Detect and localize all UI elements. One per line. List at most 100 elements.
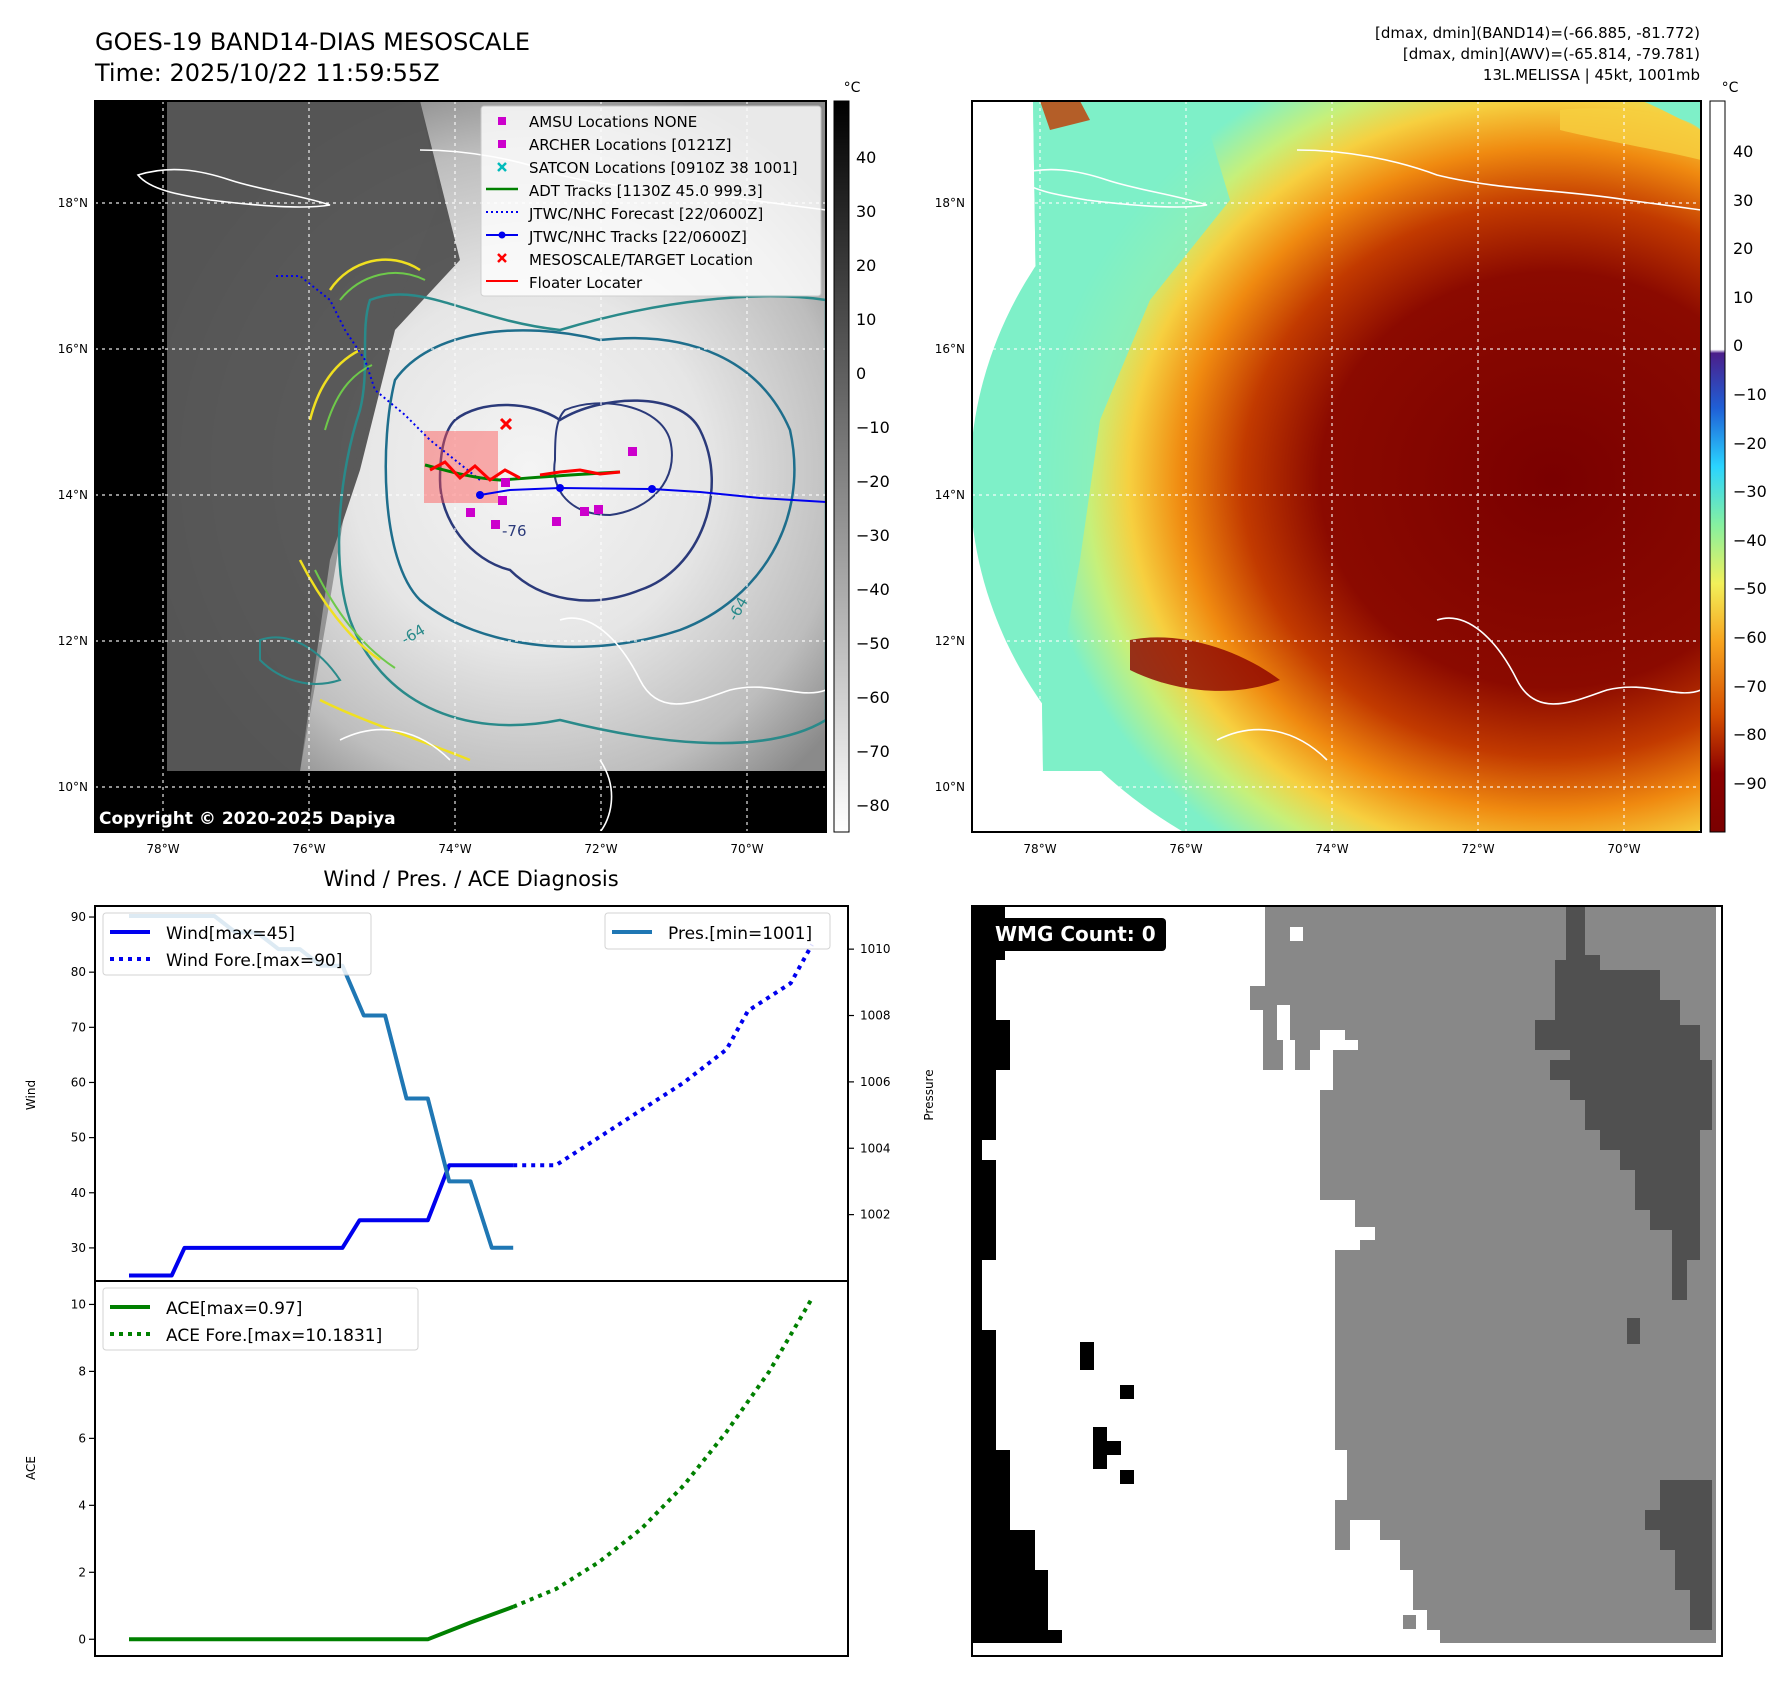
target-marker	[499, 417, 513, 431]
map-left-lon-ticks: 78°W 76°W 74°W 72°W 70°W	[146, 842, 763, 856]
colorbar-tick: −40	[856, 580, 890, 599]
lon-tick: 72°W	[1461, 842, 1494, 856]
colorbar-right	[1709, 100, 1726, 833]
wmg-cell	[1093, 1427, 1107, 1469]
legend-forecast: JTWC/NHC Forecast [22/0600Z]	[528, 205, 763, 223]
colorbar-tick: −30	[1733, 482, 1767, 501]
map-right-lat-ticks: 18°N 16°N 14°N 12°N 10°N	[935, 196, 965, 794]
legend-archer-icon	[498, 140, 506, 148]
ytick-label: 40	[71, 1186, 86, 1200]
colorbar-tick: −20	[856, 472, 890, 491]
ace-axis-label: ACE	[24, 1456, 38, 1480]
y2tick-label: 1004	[860, 1141, 891, 1155]
figure-title: GOES-19 BAND14-DIAS MESOSCALE	[95, 28, 530, 56]
colorbar-tick: −60	[856, 688, 890, 707]
colorbar-tick: −70	[1733, 677, 1767, 696]
map-right: 78°W 76°W 74°W 72°W 70°W 18°N 16°N 14°N …	[935, 80, 1767, 856]
lon-tick: 78°W	[146, 842, 179, 856]
contour-mid	[384, 329, 796, 649]
colorbar-right-unit: °C	[1722, 80, 1739, 96]
legend-satcon: SATCON Locations [0910Z 38 1001]	[529, 159, 797, 177]
colorbar-tick: −10	[1733, 385, 1767, 404]
ytick-label: 90	[71, 910, 86, 924]
wind-chart-frame	[94, 905, 849, 1282]
legend-tracks: JTWC/NHC Tracks [22/0600Z]	[528, 228, 747, 246]
pressure-legend: Pres.[min=1001]	[604, 912, 831, 950]
colorbar-tick: −50	[856, 634, 890, 653]
legend-adt: ADT Tracks [1130Z 45.0 999.3]	[529, 182, 763, 200]
wmg-cell	[1120, 1385, 1134, 1399]
contour-yellow	[298, 258, 471, 762]
colorbar-tick: 20	[856, 256, 876, 275]
colorbar-tick: 10	[1733, 288, 1753, 307]
coastline-south-america	[1436, 617, 1701, 705]
legend-ace: ACE[max=0.97]	[166, 1299, 302, 1319]
lon-tick: 74°W	[438, 842, 471, 856]
ytick-label: 6	[78, 1431, 86, 1445]
colorbar-tick: −10	[856, 418, 890, 437]
series-wind-fore-max	[513, 943, 814, 1168]
ace-yticks: 0 2 4 6 8 10	[71, 1297, 95, 1646]
wmg-land-mask	[972, 906, 1062, 1643]
series-ace-max	[129, 1604, 514, 1642]
wmg-cell	[1120, 1470, 1134, 1484]
wmg-cell	[1107, 1441, 1121, 1455]
y2tick-label: 1008	[860, 1009, 891, 1023]
colorbar-tick: −80	[856, 796, 890, 815]
wind-axis-label: Wind	[24, 1080, 38, 1110]
contour-inner	[438, 399, 714, 602]
lon-tick: 70°W	[1607, 842, 1640, 856]
ytick-label: 8	[78, 1364, 86, 1378]
map-left-frame	[94, 100, 827, 833]
colorbar-tick: 40	[1733, 142, 1753, 161]
legend-archer: ARCHER Locations [0121Z]	[529, 136, 732, 154]
wmg-cold-region	[1535, 906, 1712, 1300]
legend-amsu-icon	[498, 117, 506, 125]
colorbar-right-ticks: 40 30 20 10 0 −10 −20 −30 −40 −50 −60 −7…	[1733, 142, 1767, 793]
legend-target: MESOSCALE/TARGET Location	[529, 251, 753, 269]
legend-satcon-icon	[497, 162, 507, 172]
map-left-lat-ticks: 18°N 16°N 14°N 12°N 10°N	[58, 196, 88, 794]
colorbar-tick: 20	[1733, 239, 1753, 258]
lat-tick: 10°N	[58, 780, 88, 794]
colorbar-tick: 0	[1733, 336, 1743, 355]
convective-band	[1130, 637, 1280, 691]
ace-legend: ACE[max=0.97] ACE Fore.[max=10.1831]	[102, 1287, 419, 1351]
ytick-label: 10	[71, 1297, 86, 1311]
legend-amsu: AMSU Locations NONE	[529, 113, 697, 131]
lon-tick: 76°W	[292, 842, 325, 856]
series-wind-max	[129, 1163, 514, 1278]
colorbar-left-unit: °C	[844, 80, 861, 96]
lat-tick: 10°N	[935, 780, 965, 794]
map-right-lon-ticks: 78°W 76°W 74°W 72°W 70°W	[1023, 842, 1640, 856]
legend-pressure: Pres.[min=1001]	[668, 924, 812, 944]
colorbar-left	[833, 100, 850, 833]
contour-southwest	[259, 636, 342, 685]
contour-core	[553, 402, 673, 517]
legend-wind: Wind[max=45]	[166, 924, 295, 944]
y2tick-label: 1002	[860, 1208, 891, 1222]
coastline-jamaica	[1013, 168, 1208, 208]
colorbar-tick: 30	[1733, 191, 1753, 210]
storm-info: 13L.MELISSA | 45kt, 1001mb	[1483, 66, 1700, 84]
colorbar-tick: 30	[856, 202, 876, 221]
lat-tick: 16°N	[935, 342, 965, 356]
lon-tick: 78°W	[1023, 842, 1056, 856]
colorbar-tick: −40	[1733, 531, 1767, 550]
lat-tick: 18°N	[58, 196, 88, 210]
colorbar-tick: 10	[856, 310, 876, 329]
ytick-label: 60	[71, 1075, 86, 1089]
colorbar-tick: −90	[1733, 774, 1767, 793]
coastline-south-america	[559, 617, 826, 705]
diagnosis-title: Wind / Pres. / ACE Diagnosis	[323, 867, 618, 891]
wind-yticks: 30 40 50 60 70 80 90	[71, 910, 95, 1255]
lon-tick: 74°W	[1315, 842, 1348, 856]
contour-green	[314, 272, 426, 669]
contour-label: -76	[502, 522, 527, 540]
lon-tick: 70°W	[730, 842, 763, 856]
floater-track	[429, 460, 621, 482]
colorbar-tick: 0	[856, 364, 866, 383]
colorbar-tick: −80	[1733, 725, 1767, 744]
colorbar-tick: −30	[856, 526, 890, 545]
